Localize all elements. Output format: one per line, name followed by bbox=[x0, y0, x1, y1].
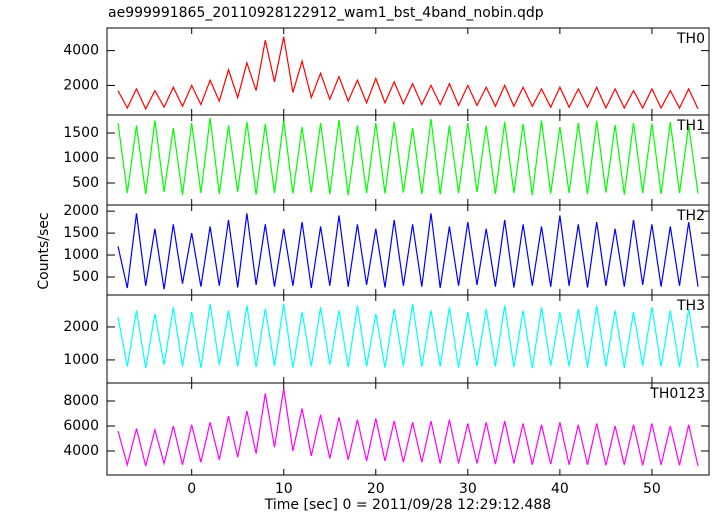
panel-frame bbox=[106, 27, 710, 116]
data-line bbox=[117, 213, 699, 290]
x-tick-label: 0 bbox=[187, 481, 196, 497]
panel-label: TH3 bbox=[676, 298, 705, 314]
panel-frame bbox=[106, 294, 710, 384]
data-line bbox=[117, 303, 699, 369]
x-tick-label: 20 bbox=[367, 481, 385, 497]
x-tick-label: 30 bbox=[459, 481, 477, 497]
y-tick-label: 4000 bbox=[63, 443, 99, 459]
y-axis-label: Counts/sec bbox=[36, 212, 52, 289]
y-tick-label: 2000 bbox=[63, 203, 99, 219]
y-tick-label: 1000 bbox=[63, 150, 99, 166]
x-tick-label: 50 bbox=[643, 481, 661, 497]
x-tick-label: 10 bbox=[275, 481, 293, 497]
panel-label: TH0 bbox=[676, 31, 705, 47]
data-line bbox=[117, 36, 699, 111]
panel-frame bbox=[106, 382, 710, 476]
data-line bbox=[117, 388, 699, 468]
y-tick-label: 2000 bbox=[63, 77, 99, 93]
chart-title: ae999991865_20110928122912_wam1_bst_4ban… bbox=[108, 5, 544, 21]
y-tick-label: 1500 bbox=[63, 125, 99, 141]
y-tick-label: 1000 bbox=[63, 247, 99, 263]
y-tick-label: 2000 bbox=[63, 319, 99, 335]
y-tick-label: 8000 bbox=[63, 393, 99, 409]
panel-label: TH2 bbox=[676, 208, 705, 224]
y-tick-label: 500 bbox=[72, 269, 99, 285]
y-tick-label: 1000 bbox=[63, 352, 99, 368]
y-tick-label: 6000 bbox=[63, 418, 99, 434]
y-tick-label: 500 bbox=[72, 175, 99, 191]
panel-label: TH0123 bbox=[649, 386, 705, 402]
y-tick-label: 1500 bbox=[63, 225, 99, 241]
x-axis-label: Time [sec] 0 = 2011/09/28 12:29:12.488 bbox=[264, 497, 551, 513]
x-tick-label: 40 bbox=[551, 481, 569, 497]
panel-label: TH1 bbox=[676, 118, 705, 134]
data-line bbox=[117, 117, 699, 196]
y-tick-label: 4000 bbox=[63, 43, 99, 59]
